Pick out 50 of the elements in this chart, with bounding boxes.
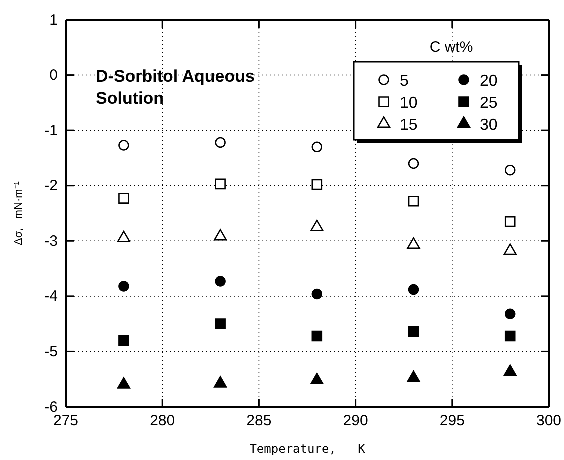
legend-label: 15 [400, 117, 418, 134]
point [504, 364, 517, 376]
point [407, 238, 420, 250]
point [118, 193, 130, 204]
point [408, 196, 420, 207]
point [118, 140, 130, 151]
legend-label: 25 [480, 95, 498, 112]
point [504, 165, 516, 176]
point [215, 178, 226, 190]
y-tick-label: -1 [44, 122, 58, 140]
point [408, 326, 420, 338]
point [504, 244, 517, 256]
point [215, 318, 226, 330]
x-tick-label: 280 [150, 412, 176, 430]
legend-label: 10 [400, 95, 418, 112]
point [215, 276, 226, 287]
y-tick-label: -2 [44, 178, 58, 195]
point [312, 142, 323, 153]
x-tick-label: 300 [536, 412, 562, 430]
y-tick-label: 1 [50, 12, 58, 29]
legend-label: 30 [480, 117, 498, 134]
point [504, 330, 516, 342]
point [214, 376, 228, 388]
y-tick-label: -3 [44, 232, 58, 250]
point [408, 158, 420, 170]
x-axis-title: Temperature, K [250, 442, 366, 456]
point [312, 179, 323, 190]
y-tick-label: 0 [50, 67, 58, 84]
point [118, 281, 130, 292]
legend-label: 5 [400, 73, 409, 90]
y-tick-label: -4 [44, 288, 58, 306]
point [117, 377, 130, 389]
point [504, 216, 516, 228]
point [312, 330, 323, 342]
point [214, 229, 228, 241]
point [215, 137, 226, 148]
x-tick-label: 285 [246, 412, 272, 430]
legend-label: 20 [480, 73, 498, 90]
point [118, 335, 130, 346]
x-tick-label: 290 [343, 412, 368, 430]
y-tick-label: -5 [44, 344, 58, 361]
y-axis-title: Δσ, mN·m⁻¹ [13, 181, 25, 246]
x-tick-label: 295 [440, 412, 465, 430]
point [407, 370, 420, 382]
point [312, 288, 323, 300]
annotation: D-Sorbitol Aqueous Solution [96, 67, 255, 108]
point [504, 308, 516, 320]
point [408, 284, 420, 296]
point [310, 373, 324, 385]
legend-title: C wt% [430, 39, 474, 56]
